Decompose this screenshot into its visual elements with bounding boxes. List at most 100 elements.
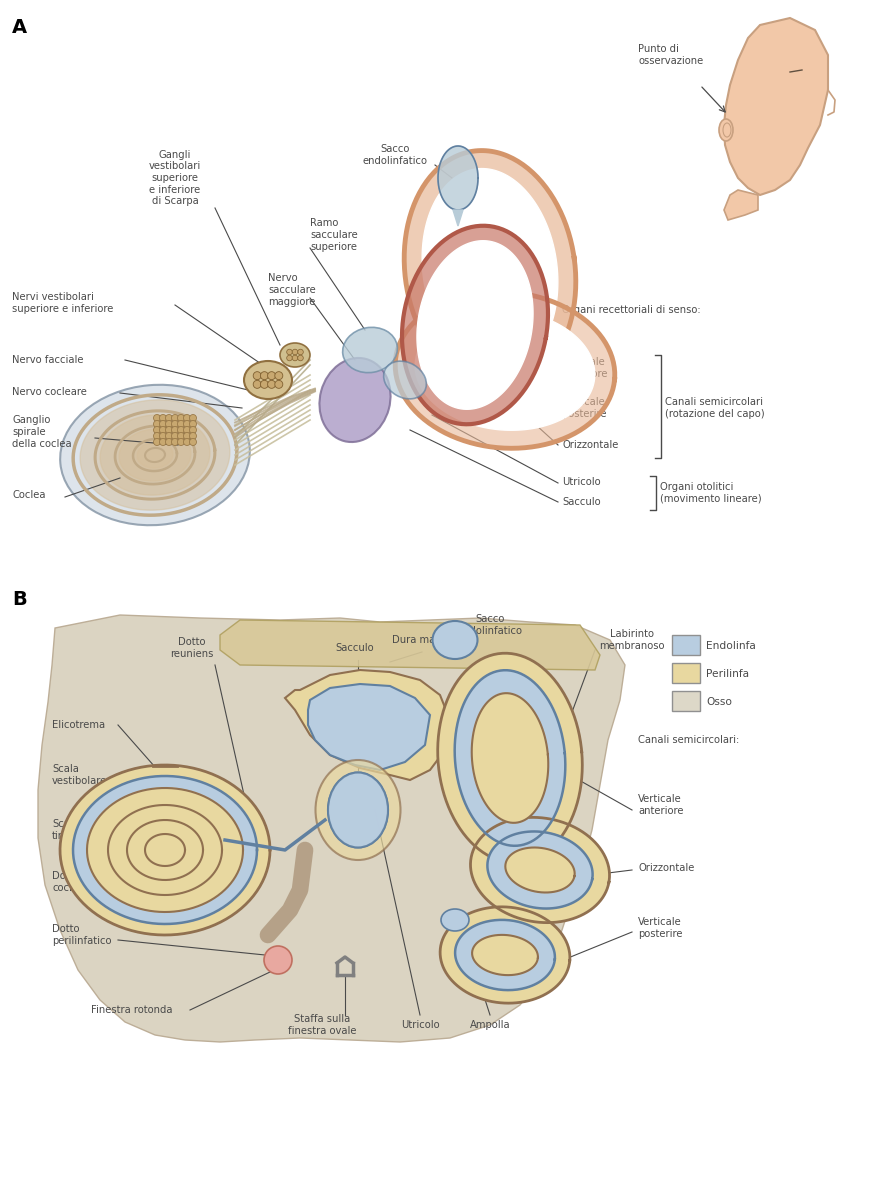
Text: Finestra rotonda: Finestra rotonda — [92, 1005, 173, 1015]
Circle shape — [172, 420, 179, 427]
Text: Verticale
anteriore: Verticale anteriore — [562, 357, 608, 379]
Polygon shape — [440, 907, 570, 1003]
Text: Sacculo: Sacculo — [336, 643, 374, 653]
Text: B: B — [12, 591, 27, 608]
Polygon shape — [395, 292, 615, 449]
Ellipse shape — [328, 773, 388, 847]
Circle shape — [183, 420, 190, 427]
Circle shape — [261, 372, 269, 379]
Text: Elicotrema: Elicotrema — [52, 721, 106, 730]
Polygon shape — [137, 441, 173, 468]
Circle shape — [160, 427, 167, 433]
Circle shape — [287, 356, 292, 360]
Circle shape — [178, 414, 185, 421]
Circle shape — [153, 439, 160, 445]
Circle shape — [189, 439, 196, 445]
Circle shape — [183, 414, 190, 421]
Text: Dura madre: Dura madre — [392, 635, 452, 645]
Circle shape — [166, 439, 173, 445]
Polygon shape — [127, 820, 203, 880]
Polygon shape — [285, 670, 450, 780]
Text: Nervi vestibolari
superiore e inferiore: Nervi vestibolari superiore e inferiore — [12, 292, 113, 314]
Polygon shape — [85, 786, 245, 914]
Polygon shape — [107, 804, 223, 896]
Polygon shape — [145, 834, 185, 866]
Text: Orizzontale: Orizzontale — [562, 440, 618, 450]
Text: Endolinfa: Endolinfa — [706, 641, 756, 651]
Text: Nervo cocleare: Nervo cocleare — [12, 387, 87, 397]
Text: Organi recettoriali di senso:: Organi recettoriali di senso: — [562, 305, 700, 315]
Ellipse shape — [441, 909, 469, 931]
Circle shape — [166, 420, 173, 427]
Circle shape — [268, 372, 276, 379]
Circle shape — [183, 433, 190, 439]
Circle shape — [189, 420, 196, 427]
Ellipse shape — [328, 773, 388, 847]
Text: A: A — [12, 18, 27, 37]
Circle shape — [183, 427, 190, 433]
Polygon shape — [438, 146, 478, 210]
Text: Osso: Osso — [706, 697, 732, 707]
Circle shape — [160, 433, 167, 439]
Circle shape — [172, 414, 179, 421]
Circle shape — [268, 381, 276, 389]
Polygon shape — [73, 775, 257, 925]
Bar — [672, 663, 700, 684]
Ellipse shape — [60, 385, 250, 525]
Ellipse shape — [384, 361, 426, 398]
Text: Dotto
perilinfatico: Dotto perilinfatico — [52, 925, 112, 946]
Ellipse shape — [319, 358, 391, 443]
Text: Utricolo: Utricolo — [562, 477, 601, 487]
Polygon shape — [453, 210, 463, 225]
Circle shape — [264, 946, 292, 973]
Circle shape — [292, 356, 298, 360]
Polygon shape — [220, 620, 600, 670]
Text: Sacco
endolinfatico: Sacco endolinfatico — [458, 614, 522, 636]
Bar — [672, 635, 700, 655]
Text: Punto di
osservazione: Punto di osservazione — [638, 44, 703, 66]
Polygon shape — [117, 812, 213, 888]
Polygon shape — [422, 168, 558, 371]
Circle shape — [153, 427, 160, 433]
Text: Ganglio
spirale
della coclea: Ganglio spirale della coclea — [12, 415, 72, 449]
Text: Scala
vestibolare: Scala vestibolare — [52, 765, 107, 786]
Text: Staffa sulla
finestra ovale: Staffa sulla finestra ovale — [288, 1014, 357, 1036]
Polygon shape — [119, 429, 191, 481]
Polygon shape — [38, 616, 625, 1041]
Polygon shape — [724, 190, 758, 220]
Polygon shape — [80, 400, 230, 511]
Text: Verticale
posterire: Verticale posterire — [562, 397, 607, 419]
Ellipse shape — [343, 327, 398, 372]
Polygon shape — [505, 847, 575, 892]
Polygon shape — [108, 805, 222, 895]
Polygon shape — [472, 935, 538, 975]
Text: Nervo
sacculare
maggiore: Nervo sacculare maggiore — [268, 273, 316, 307]
Text: Sacculo: Sacculo — [562, 497, 601, 507]
Text: Labirinto
membranoso: Labirinto membranoso — [599, 629, 664, 651]
Text: Scala
timpanica: Scala timpanica — [52, 820, 102, 841]
Circle shape — [178, 433, 185, 439]
Circle shape — [153, 420, 160, 427]
Circle shape — [178, 439, 185, 445]
Polygon shape — [455, 920, 555, 990]
Circle shape — [189, 414, 196, 421]
Text: Canali semicircolari
(rotazione del capo): Canali semicircolari (rotazione del capo… — [665, 397, 765, 419]
Text: Canali semicircolari:: Canali semicircolari: — [638, 735, 739, 744]
Polygon shape — [487, 832, 593, 909]
Circle shape — [189, 427, 196, 433]
Text: Perilinfa: Perilinfa — [706, 669, 749, 679]
Circle shape — [189, 433, 196, 439]
Circle shape — [172, 427, 179, 433]
Text: Gangli
vestibolari
superiore
e inferiore
di Scarpa: Gangli vestibolari superiore e inferiore… — [149, 150, 201, 206]
Text: Coclea: Coclea — [12, 490, 45, 500]
Circle shape — [178, 427, 185, 433]
Polygon shape — [415, 310, 595, 431]
Text: Ampolla: Ampolla — [470, 1020, 510, 1030]
Circle shape — [253, 381, 262, 389]
Ellipse shape — [244, 361, 292, 398]
Circle shape — [261, 381, 269, 389]
Ellipse shape — [719, 119, 733, 141]
Polygon shape — [127, 820, 203, 880]
Text: Dotto
cocleare: Dotto cocleare — [52, 871, 94, 892]
Polygon shape — [454, 670, 565, 846]
